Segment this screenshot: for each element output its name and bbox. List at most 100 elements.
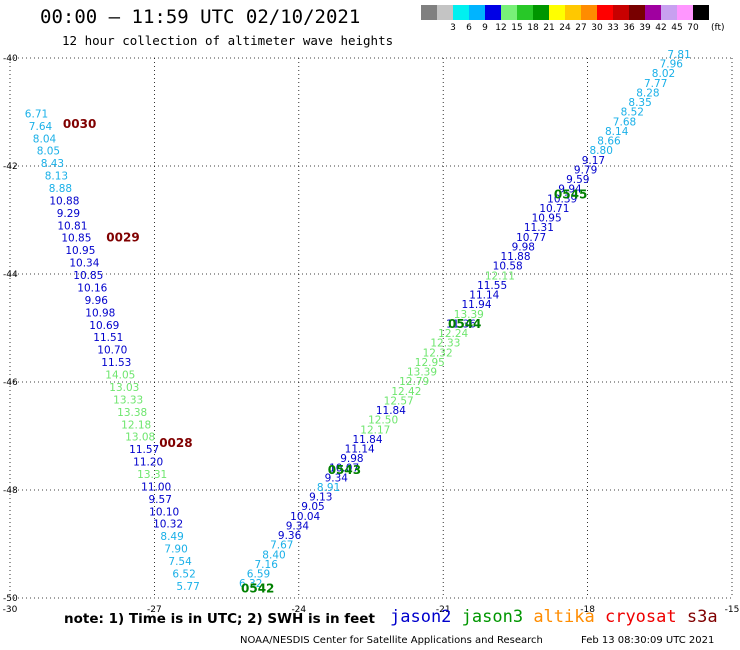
map-grid [9, 57, 733, 599]
swh-value: 14.05 [105, 370, 135, 382]
lon-tick-label: -18 [580, 605, 595, 615]
legend-swatch-label: 33 [607, 23, 619, 33]
swh-value: 10.70 [97, 345, 127, 357]
lat-tick-label: -48 [3, 486, 18, 496]
lon-tick-label: -27 [147, 605, 162, 615]
lat-tick-label: -46 [3, 378, 18, 388]
swh-value: 13.08 [125, 432, 155, 444]
swh-value: 11.51 [93, 332, 123, 344]
swh-value: 11.53 [101, 357, 131, 369]
swh-value: 8.49 [160, 531, 183, 543]
swh-value: 13.03 [109, 382, 139, 394]
time-label: 0029 [106, 231, 139, 245]
swh-value: 11.36 [446, 318, 476, 330]
legend-swatch-label: 45 [671, 23, 683, 33]
legend-swatch [629, 5, 645, 20]
time-label: 0542 [241, 582, 274, 596]
swh-value: 10.95 [532, 213, 562, 225]
legend-swatch [613, 5, 629, 20]
swh-value: 10.88 [49, 195, 79, 207]
mission-name: s3a [686, 607, 718, 627]
legend-swatch-label: 6 [466, 23, 472, 33]
legend-swatch-label: 39 [639, 23, 651, 33]
swh-value: 9.29 [57, 208, 80, 220]
swh-value: 12.24 [438, 328, 468, 340]
legend-swatch [533, 5, 549, 20]
swh-value: 7.16 [255, 559, 279, 571]
legend-swatch [565, 5, 581, 20]
swh-value: 10.77 [516, 232, 546, 244]
legend-swatch-label: 24 [559, 23, 571, 33]
swh-value: 7.90 [164, 544, 187, 556]
legend-swatch [421, 5, 437, 20]
legend-swatch-label: 9 [482, 23, 488, 33]
note-text: note: 1) Time is in UTC; 2) SWH is in fe… [64, 611, 375, 627]
swh-value: 10.58 [493, 261, 523, 273]
legend-swatch [549, 5, 565, 20]
lat-tick-label: -42 [3, 162, 18, 172]
legend-swatch [501, 5, 517, 20]
swh-value: 7.81 [667, 49, 690, 61]
lon-tick-label: -21 [436, 605, 451, 615]
legend-swatch-label: 70 [687, 23, 699, 33]
swh-value: 8.91 [317, 482, 340, 494]
legend-swatch-label: 3 [450, 23, 456, 33]
swh-value: 9.98 [512, 241, 535, 253]
swh-value: 11.57 [129, 444, 159, 456]
swh-value: 6.71 [25, 108, 48, 120]
swh-value: 9.59 [566, 174, 589, 186]
swh-value: 8.35 [628, 97, 651, 109]
page-subtitle: 12 hour collection of altimeter wave hei… [62, 33, 394, 48]
swh-value: 9.36 [278, 530, 302, 542]
lon-tick-label: -30 [3, 605, 18, 615]
legend-swatch-label: 42 [655, 23, 667, 33]
legend-swatch [581, 5, 597, 20]
lon-tick-label: -24 [291, 605, 306, 615]
legend-unit: (ft) [711, 23, 725, 33]
swh-value: 12.95 [415, 357, 445, 369]
swh-value: 7.68 [613, 116, 636, 128]
legend-swatch [597, 5, 613, 20]
swh-value: 10.32 [153, 519, 183, 531]
legend-swatch [453, 5, 469, 20]
swh-value: 10.10 [149, 506, 179, 518]
swh-value: 9.96 [85, 295, 109, 307]
lon-tick-label: -15 [725, 605, 740, 615]
swh-value: 6.52 [172, 569, 195, 581]
legend-swatch-label: 15 [511, 23, 523, 33]
time-label: 0544 [448, 317, 481, 331]
swh-value: 6.59 [247, 569, 270, 581]
legend-swatch-label: 36 [623, 23, 635, 33]
swh-value: 12.18 [121, 419, 151, 431]
swh-value: 8.14 [605, 126, 629, 138]
swh-value: 10.85 [61, 233, 91, 245]
swh-value: 10.04 [290, 511, 320, 523]
legend-swatch-label: 21 [543, 23, 555, 33]
legend-swatch [645, 5, 661, 20]
swh-value: 8.05 [37, 146, 60, 158]
swh-value: 9.34 [325, 472, 349, 484]
legend-swatch [661, 5, 677, 20]
swh-value: 10.07 [329, 463, 359, 475]
swh-value: 11.20 [133, 457, 163, 469]
swh-value: 8.52 [621, 107, 644, 119]
swh-value: 8.66 [597, 136, 621, 148]
swh-value: 11.84 [376, 405, 406, 417]
mission-name: cryosat [604, 607, 687, 627]
legend-swatch [437, 5, 453, 20]
time-label: 0028 [159, 436, 192, 450]
swh-value: 10.39 [547, 193, 577, 205]
swh-value: 8.80 [590, 145, 613, 157]
swh-value: 8.28 [636, 88, 659, 100]
time-label: 0543 [328, 463, 361, 477]
credit-text: NOAA/NESDIS Center for Satellite Applica… [240, 635, 543, 646]
swh-value: 12.11 [485, 270, 515, 282]
swh-value: 8.88 [49, 183, 72, 195]
map-tick-labels: -30 -27 -24 -21 -18 -15 -40 -42 -44 -46 -48 -50 [3, 54, 740, 615]
swh-value: 9.57 [149, 494, 172, 506]
legend-swatch [693, 5, 709, 20]
legend-swatch [517, 5, 533, 20]
swh-value: 12.17 [360, 424, 390, 436]
swh-value: 5.77 [176, 581, 199, 593]
